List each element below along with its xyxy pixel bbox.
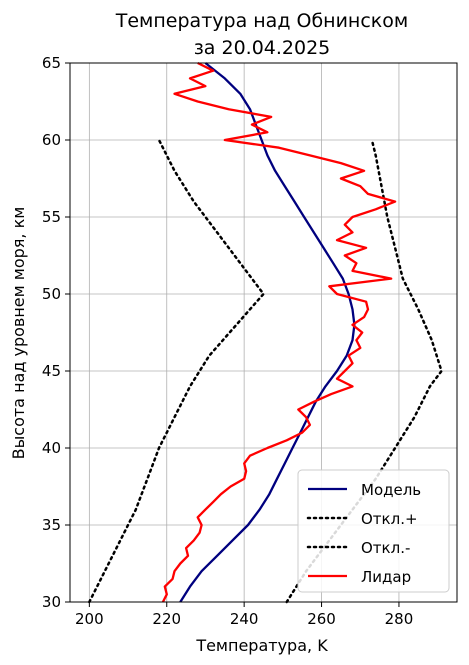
x-tick-label: 220 xyxy=(152,610,181,628)
x-tick-label: 280 xyxy=(385,610,414,628)
y-tick-label: 60 xyxy=(42,131,61,149)
y-tick-label: 50 xyxy=(42,285,61,303)
y-tick-label: 35 xyxy=(42,516,61,534)
x-tick-label: 240 xyxy=(230,610,259,628)
y-axis-title: Высота над уровнем моря, км xyxy=(9,207,28,460)
legend: Модель Откл.+ Откл.- Лидар xyxy=(297,469,450,593)
legend-label: Откл.- xyxy=(361,539,410,557)
series-line-откл- xyxy=(88,138,265,604)
y-tick-label: 45 xyxy=(42,362,61,380)
legend-label: Модель xyxy=(361,481,421,499)
plot-frame xyxy=(69,62,458,603)
series-group xyxy=(88,61,443,604)
series-line-лидар xyxy=(161,61,397,603)
x-tick-label: 260 xyxy=(307,610,336,628)
y-tick-label: 40 xyxy=(42,439,61,457)
y-tick-label: 55 xyxy=(42,208,61,226)
x-axis-title: Температура, K xyxy=(195,636,328,655)
x-tick-label: 200 xyxy=(75,610,104,628)
legend-box xyxy=(297,469,450,593)
chart-title-line2: за 20.04.2025 xyxy=(194,37,331,59)
series-line-модель xyxy=(179,62,356,603)
legend-label: Откл.+ xyxy=(361,510,418,528)
series-line-откл- xyxy=(285,138,443,604)
y-tick-label: 30 xyxy=(42,593,61,611)
y-tick-label: 65 xyxy=(42,54,61,72)
legend-label: Лидар xyxy=(361,568,411,586)
y-ticks: 30 35 40 45 50 55 60 65 xyxy=(42,54,70,611)
chart-title-line1: Температура над Обнинском xyxy=(115,10,409,32)
x-ticks: 200 220 240 260 280 xyxy=(75,602,413,628)
